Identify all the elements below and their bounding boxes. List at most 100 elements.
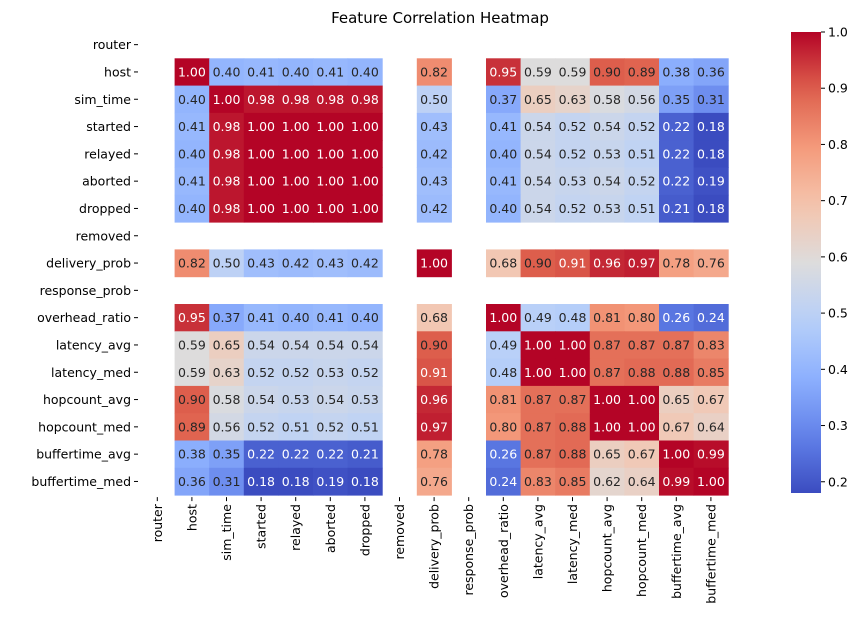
y-tick-label: removed [76, 228, 131, 243]
cell-value-label: 1.00 [316, 174, 344, 189]
cell-value-label: 1.00 [489, 310, 517, 325]
heatmap-cell [243, 167, 279, 196]
heatmap-cell [278, 440, 314, 469]
cell-value-label: 0.50 [213, 256, 241, 271]
cell-value-label: 0.52 [351, 365, 379, 380]
cell-value-label: 0.22 [662, 119, 690, 134]
cell-value-label: 0.24 [697, 310, 725, 325]
heatmap-cell [624, 140, 660, 168]
heatmap-cell [659, 440, 695, 469]
cell-value-label: 0.65 [213, 337, 241, 352]
heatmap-cell [416, 140, 452, 168]
heatmap-cell [589, 112, 625, 141]
cell-value-label: 0.31 [213, 474, 241, 489]
heatmap-cell [416, 358, 452, 387]
cell-value-label: 1.00 [282, 174, 310, 189]
cell-value-label: 0.90 [420, 337, 448, 352]
heatmap-cells [174, 58, 729, 496]
heatmap-cell [589, 413, 625, 441]
cell-value-label: 0.40 [351, 64, 379, 79]
x-tick-label: buffertime_med [703, 504, 718, 604]
cell-value-label: 0.52 [559, 119, 587, 134]
y-tick-label: dropped [79, 201, 131, 216]
colorbar-gradient [791, 32, 821, 493]
cell-value-label: 0.18 [697, 201, 725, 216]
heatmap-cell [347, 358, 383, 387]
cell-value-label: 0.21 [351, 447, 379, 462]
cell-value-label: 1.00 [662, 447, 690, 462]
cell-value-label: 0.18 [282, 474, 310, 489]
cell-value-label: 0.87 [524, 419, 552, 434]
cell-value-label: 0.83 [697, 337, 725, 352]
heatmap-cell [313, 331, 349, 360]
heatmap-cell [174, 304, 210, 332]
cell-value-label: 0.52 [282, 365, 310, 380]
chart-title: Feature Correlation Heatmap [331, 9, 549, 27]
cell-value-label: 0.64 [628, 474, 656, 489]
heatmap-cell [589, 194, 625, 223]
cell-value-label: 1.00 [351, 146, 379, 161]
cell-value-label: 0.43 [420, 119, 448, 134]
cell-value-label: 0.99 [662, 474, 690, 489]
heatmap-cell [659, 167, 695, 196]
heatmap-cell [313, 413, 349, 441]
cell-value-label: 1.00 [247, 201, 275, 216]
colorbar-tick-label: 0.2 [828, 474, 848, 489]
heatmap-cell [589, 467, 625, 496]
heatmap-cell [693, 112, 729, 141]
x-tick-label: buffertime_avg [669, 504, 684, 599]
heatmap-cell [174, 440, 210, 469]
heatmap-cell [624, 194, 660, 223]
heatmap-cell [555, 331, 591, 360]
cell-value-label: 1.00 [316, 201, 344, 216]
heatmap-cell [174, 194, 210, 223]
heatmap-cell [520, 467, 556, 496]
cell-value-label: 0.56 [213, 419, 241, 434]
heatmap-cell [659, 140, 695, 168]
cell-value-label: 0.42 [420, 146, 448, 161]
cell-value-label: 0.59 [178, 337, 206, 352]
cell-value-label: 1.00 [420, 256, 448, 271]
heatmap-cell [174, 85, 210, 114]
cell-value-label: 0.53 [593, 146, 621, 161]
colorbar-tick-label: 0.6 [828, 249, 848, 264]
cell-value-label: 0.40 [282, 310, 310, 325]
heatmap-cell [486, 58, 522, 87]
cell-value-label: 0.81 [489, 392, 517, 407]
y-tick-label: sim_time [74, 92, 131, 107]
heatmap-cell [589, 85, 625, 114]
heatmap-cell [209, 440, 245, 469]
cell-value-label: 0.87 [524, 447, 552, 462]
x-tick-label: response_prob [461, 504, 476, 595]
heatmap-cell [416, 440, 452, 469]
y-tick-label: host [104, 64, 131, 79]
heatmap-cell [693, 194, 729, 223]
cell-value-label: 0.43 [316, 256, 344, 271]
cell-value-label: 0.99 [697, 447, 725, 462]
y-tick-label: relayed [84, 146, 131, 161]
cell-value-label: 1.00 [316, 119, 344, 134]
cell-value-label: 0.76 [697, 256, 725, 271]
heatmap-cell [243, 331, 279, 360]
cell-value-label: 0.97 [420, 419, 448, 434]
x-tick-label: router [150, 503, 165, 542]
heatmap-cell [416, 58, 452, 87]
cell-value-label: 0.51 [282, 419, 310, 434]
y-tick-label: overhead_ratio [37, 310, 131, 325]
cell-value-label: 0.18 [697, 146, 725, 161]
cell-value-label: 0.42 [420, 201, 448, 216]
cell-value-label: 0.65 [662, 392, 690, 407]
heatmap-cell [347, 58, 383, 87]
heatmap-cell [347, 85, 383, 114]
heatmap-cell [555, 167, 591, 196]
cell-value-label: 1.00 [247, 174, 275, 189]
cell-value-label: 0.22 [247, 447, 275, 462]
cell-value-label: 1.00 [351, 201, 379, 216]
cell-value-label: 0.37 [489, 92, 517, 107]
cell-value-label: 0.64 [697, 419, 725, 434]
heatmap-cell [624, 58, 660, 87]
cell-value-label: 0.62 [593, 474, 621, 489]
cell-value-label: 0.59 [559, 64, 587, 79]
heatmap-cell [486, 385, 522, 414]
